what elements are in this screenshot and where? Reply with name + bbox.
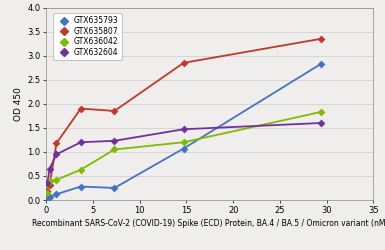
Point [181,127,187,131]
Point [54,152,60,156]
Point [44,181,50,185]
Legend: GTX635793, GTX635807, GTX636042, GTX632604: GTX635793, GTX635807, GTX636042, GTX6326… [53,13,122,60]
Point [181,140,187,144]
Point [47,182,53,186]
Point [54,178,60,182]
Point [44,189,50,193]
Point [78,184,84,188]
Point [111,139,117,143]
Point [47,195,53,199]
Point [54,192,60,196]
Y-axis label: OD 450: OD 450 [14,87,23,121]
Point [318,62,324,66]
Point [78,106,84,110]
Point [318,121,324,125]
Point [111,109,117,113]
Point [44,191,50,195]
Point [78,168,84,172]
Point [44,196,50,200]
Point [181,146,187,150]
Point [47,167,53,171]
Point [54,141,60,145]
X-axis label: Recombinant SARS-CoV-2 (COVID-19) Spike (ECD) Protein, BA.4 / BA.5 / Omicron var: Recombinant SARS-CoV-2 (COVID-19) Spike … [32,219,385,228]
Point [111,186,117,190]
Point [318,37,324,41]
Point [181,61,187,65]
Point [318,110,324,114]
Point [47,179,53,183]
Point [78,140,84,144]
Point [111,148,117,152]
